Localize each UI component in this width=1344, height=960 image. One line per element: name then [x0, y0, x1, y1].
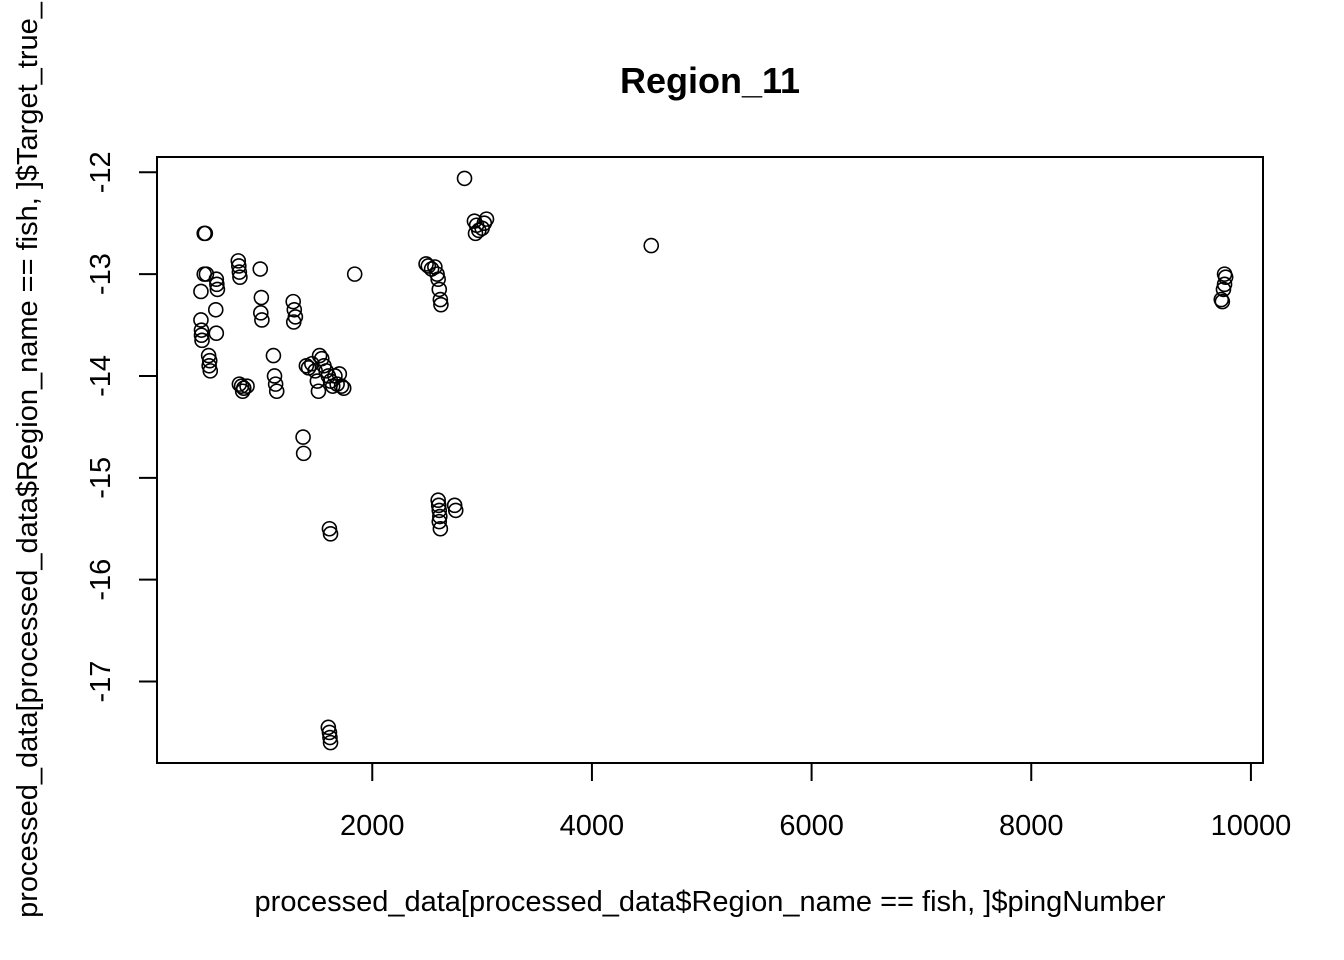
x-tick-label: 2000 [340, 810, 405, 842]
data-point [266, 368, 283, 384]
data-point [232, 269, 248, 285]
data-point [268, 383, 285, 400]
y-tick-label: -14 [85, 355, 117, 397]
data-point [431, 281, 448, 298]
data-point [418, 256, 434, 272]
data-point [1216, 266, 1233, 282]
data-point [478, 211, 495, 227]
y-tick-label: -13 [85, 253, 117, 295]
data-point [431, 513, 448, 530]
data-point [208, 271, 225, 288]
data-point [231, 258, 247, 274]
data-point [202, 363, 219, 379]
data-point [447, 502, 464, 519]
y-tick-label: -12 [85, 151, 117, 193]
data-point [643, 237, 660, 254]
data-point [231, 264, 248, 280]
x-axis-label: processed_data[processed_data$Region_nam… [255, 886, 1166, 918]
data-point [198, 266, 215, 282]
data-point [432, 520, 449, 537]
data-point [427, 259, 443, 275]
y-axis: -12 -13 -14 -15 -16 -17 [85, 151, 158, 703]
data-point [430, 492, 446, 509]
x-tick-label: 6000 [779, 810, 844, 842]
data-point [430, 271, 446, 288]
data-point [197, 225, 214, 242]
data-point [346, 266, 363, 282]
data-point [333, 378, 350, 394]
data-point [193, 312, 209, 328]
y-axis-label: processed_data[processed_data$Region_nam… [12, 1, 44, 918]
data-point [254, 312, 270, 328]
data-point [252, 305, 269, 321]
data-point [295, 445, 312, 462]
data-point [193, 327, 210, 344]
data-point [322, 734, 339, 751]
data-point [207, 301, 224, 318]
data-points [193, 170, 1234, 751]
data-point [201, 352, 218, 369]
data-point [253, 289, 270, 306]
data-point [286, 301, 303, 318]
y-tick-label: -17 [85, 661, 117, 703]
x-tick-label: 8000 [999, 810, 1064, 842]
x-tick-label: 4000 [560, 810, 625, 842]
data-point [295, 429, 311, 445]
data-point [252, 261, 269, 277]
data-point [209, 281, 226, 298]
data-point [234, 383, 251, 400]
data-point [193, 283, 209, 300]
data-point [209, 276, 225, 293]
data-point [1214, 293, 1231, 310]
data-point [430, 497, 447, 514]
data-point [431, 502, 448, 519]
y-tick-label: -15 [85, 457, 117, 499]
data-point [321, 724, 338, 741]
data-point [193, 322, 210, 338]
x-axis: 2000 4000 6000 8000 10000 [340, 762, 1292, 842]
data-point [231, 376, 248, 392]
y-tick-label: -16 [85, 559, 117, 601]
data-point [420, 258, 437, 274]
data-point [432, 508, 448, 525]
data-point [335, 380, 352, 396]
data-point [239, 378, 255, 394]
data-point [267, 376, 284, 392]
data-point [331, 366, 348, 382]
data-point [1216, 276, 1233, 293]
data-point [432, 291, 449, 308]
data-point [285, 293, 301, 310]
plot-frame [156, 156, 1264, 764]
data-point [310, 383, 327, 400]
data-point [307, 363, 323, 379]
data-point [433, 296, 449, 313]
data-point [467, 225, 484, 242]
data-point [285, 314, 302, 330]
data-point [230, 253, 247, 269]
data-point [456, 170, 473, 187]
data-point [322, 729, 338, 746]
chart-title: Region_11 [620, 60, 800, 101]
data-point [265, 347, 282, 364]
data-point [208, 325, 225, 341]
data-point [311, 347, 328, 364]
x-tick-label: 10000 [1211, 810, 1292, 842]
data-point [322, 526, 339, 542]
data-point [194, 332, 210, 349]
